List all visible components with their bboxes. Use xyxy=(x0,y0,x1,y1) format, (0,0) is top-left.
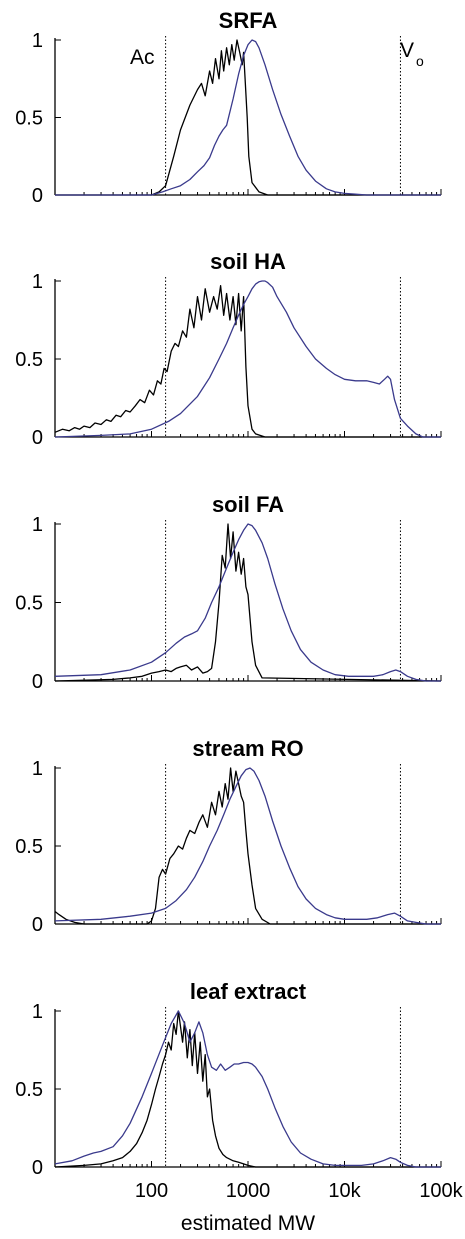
panel-1: 0 0.5 1 SRFA xyxy=(15,8,442,207)
panel-title: soil FA xyxy=(212,492,284,517)
panel-4: 0 0.5 1 stream RO xyxy=(15,736,442,936)
y-tick-label: 1 xyxy=(32,758,43,780)
y-tick-label: 1 xyxy=(32,514,43,536)
y-tick-label: 0.5 xyxy=(15,593,43,615)
series-line-2 xyxy=(54,523,441,682)
x-tick-label: 1000 xyxy=(226,1180,271,1202)
series-line-2 xyxy=(54,1010,441,1168)
x-tick-label: 10k xyxy=(328,1180,361,1202)
series-line-2 xyxy=(55,39,441,196)
panel-title: SRFA xyxy=(219,8,278,33)
series-line-1 xyxy=(55,39,441,196)
x-tick-label: 100 xyxy=(135,1180,168,1202)
ac-label: Ac xyxy=(130,46,155,69)
series-line-2 xyxy=(54,767,441,925)
panel-3: 0 0.5 1 soil FA xyxy=(15,492,442,693)
panel-2: 0 0.5 1 soil HA xyxy=(15,249,442,449)
x-axis-label: estimated MW xyxy=(181,1212,315,1235)
series-line-1 xyxy=(54,523,442,682)
y-tick-label: 0.5 xyxy=(15,836,43,858)
y-tick-label: 0 xyxy=(32,185,43,207)
panel-title: soil HA xyxy=(210,249,286,274)
vo-label: V xyxy=(400,39,414,62)
y-tick-label: 1 xyxy=(32,271,43,293)
panel-title: stream RO xyxy=(192,736,303,761)
y-tick-label: 0 xyxy=(32,914,43,936)
series-line-1 xyxy=(54,767,441,925)
y-tick-label: 0.5 xyxy=(15,349,43,371)
series-line-1 xyxy=(54,285,441,438)
y-tick-label: 0.5 xyxy=(15,108,43,130)
series-line-1 xyxy=(54,1010,441,1168)
y-tick-label: 0 xyxy=(32,1157,43,1179)
panel-5: 0 0.5 1 100 1000 10k 100k leaf extract xyxy=(15,979,463,1202)
panel-title: leaf extract xyxy=(190,979,307,1004)
y-tick-label: 0.5 xyxy=(15,1079,43,1101)
y-tick-label: 0 xyxy=(32,671,43,693)
y-tick-label: 1 xyxy=(32,1001,43,1023)
x-tick-label: 100k xyxy=(419,1180,463,1202)
series-line-2 xyxy=(54,280,441,438)
vo-subscript: o xyxy=(416,53,424,69)
y-tick-label: 1 xyxy=(32,30,43,52)
y-tick-label: 0 xyxy=(32,427,43,449)
